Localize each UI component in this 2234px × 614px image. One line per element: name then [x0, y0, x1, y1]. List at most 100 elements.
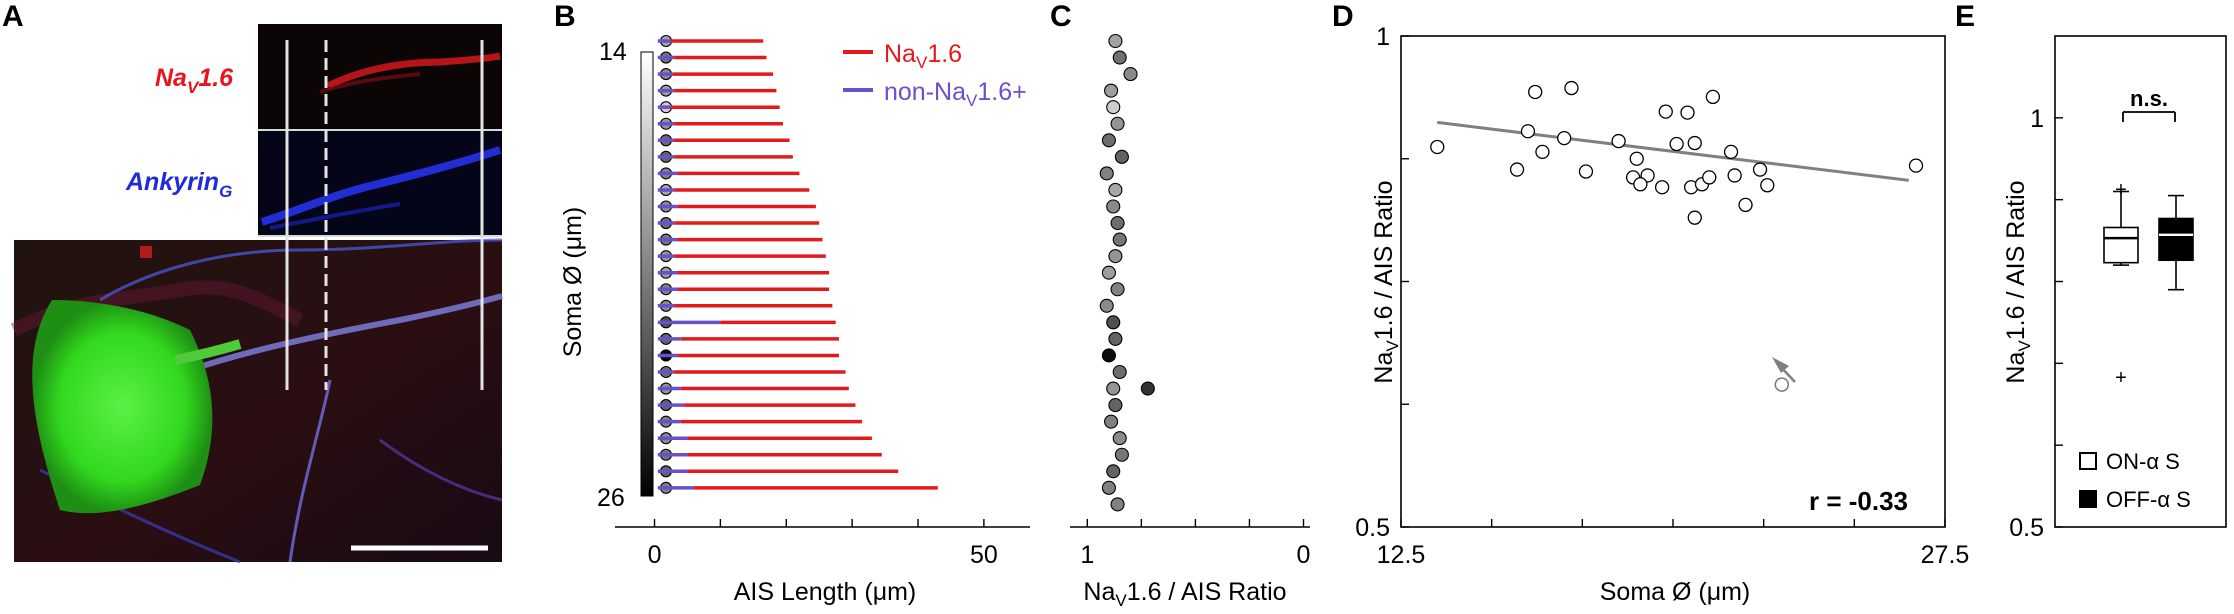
- ratio-dot: [1112, 364, 1127, 380]
- ratio-dot: [1110, 282, 1125, 297]
- panel-label-a: A: [2, 0, 24, 33]
- merged-ais-segment: [189, 293, 503, 373]
- soma-scale-top: 14: [599, 38, 627, 66]
- regression-line: [1437, 120, 1909, 182]
- ratio-dot: [1099, 298, 1114, 313]
- legend-non-rest: 1.6+: [977, 78, 1026, 106]
- c-x-label: NaV1.6 / AIS Ratio: [1083, 578, 1286, 610]
- d-y-label-sub: V: [1383, 340, 1402, 352]
- arrow-head: [1772, 357, 1789, 373]
- scatter-point: [1723, 144, 1739, 160]
- ratio-dot: [1106, 381, 1121, 396]
- scatter-point: [1669, 136, 1684, 152]
- ratio-dot: [1110, 116, 1125, 131]
- nav16-label-rest: 1.6: [198, 64, 234, 92]
- e-ticks: 10.5: [2009, 105, 2063, 542]
- ratio-dot: [1114, 149, 1129, 164]
- c-x-label-sub: V: [1115, 591, 1127, 610]
- scatter-point: [1705, 89, 1721, 105]
- d-x-tick-label: 27.5: [1921, 541, 1970, 569]
- legend-nav16-sub: V: [916, 53, 928, 72]
- nav16-label-sub: V: [187, 78, 200, 97]
- ratio-dot: [1101, 348, 1116, 363]
- ratio-dot: [1110, 216, 1125, 231]
- ratio-dot: [1112, 232, 1127, 247]
- d-y-label: NaV1.6 / AIS Ratio: [1370, 180, 1402, 383]
- e-legend: ON-α S OFF-α S: [2079, 449, 2191, 512]
- d-ticks: 12.5 27.5 1 0.5: [1355, 23, 1969, 569]
- outlier-arrow: [1772, 357, 1796, 383]
- ratio-dot: [1101, 133, 1116, 148]
- legend-non-nav-label: non-NaV1.6+: [884, 78, 1027, 110]
- c-x-label-main: Na: [1083, 578, 1115, 606]
- ankyrin-faint-signal: [269, 202, 401, 230]
- nav16-label-main: Na: [155, 64, 187, 92]
- scatter-point: [1687, 135, 1702, 151]
- d-y-tick-label: 1: [1376, 23, 1390, 51]
- scatter-point: [1702, 170, 1717, 185]
- ratio-dot: [1112, 50, 1127, 65]
- scatter-point: [1654, 180, 1670, 195]
- scatter-point: [1752, 162, 1768, 177]
- d-y-label-main: Na: [1370, 352, 1398, 384]
- c-x-tick-label: 1: [1080, 541, 1094, 569]
- legend-nav16-main: Na: [884, 40, 916, 68]
- ratio-dot: [1123, 67, 1138, 82]
- legend-non-main: non-Na: [884, 78, 966, 106]
- outlier-marker: +: [2115, 367, 2127, 389]
- correlation-text: r = -0.33: [1809, 486, 1908, 516]
- ratio-dot: [1099, 166, 1114, 181]
- ratio-dot: [1101, 480, 1116, 495]
- c-x-label-rest: 1.6 / AIS Ratio: [1127, 578, 1287, 606]
- nav16-faint-signal: [319, 72, 421, 94]
- e-y-tick-label: 1: [2030, 105, 2044, 133]
- b-x-tick-label: 0: [648, 541, 662, 569]
- panel-label-c: C: [1050, 0, 1072, 33]
- micrograph-panel: [10, 24, 503, 564]
- process-fiber: [288, 379, 332, 563]
- nav16-channel-label: NaV1.6: [155, 64, 234, 97]
- ratio-dot: [1108, 182, 1123, 197]
- significance-bracket: [2122, 111, 2176, 122]
- ratio-dot: [1110, 497, 1125, 512]
- ratio-dots: [1099, 33, 1155, 512]
- ratio-dot: [1106, 199, 1121, 214]
- scatter-point: [1658, 104, 1673, 119]
- scatter-point: [1633, 177, 1648, 192]
- legend-off-alpha-swatch: [2079, 490, 2097, 508]
- b-legend: NaV1.6 non-NaV1.6+: [843, 40, 1027, 110]
- e-y-label-rest: 1.6 / AIS Ratio: [2002, 180, 2030, 340]
- ratio-dot: [1106, 464, 1121, 479]
- nav16-ais-signal: [326, 52, 501, 90]
- d-y-tick-label: 0.5: [1355, 514, 1390, 542]
- legend-off-alpha-label: OFF-α S: [2106, 487, 2191, 512]
- scatter-point: [1629, 151, 1644, 166]
- b-x-label: AIS Length (μm): [734, 578, 917, 606]
- iqr-box: [2103, 226, 2139, 264]
- c-x-tick-label: 0: [1297, 541, 1311, 569]
- d-x-label: Soma Ø (μm): [1600, 578, 1751, 606]
- ratio-dot: [1108, 249, 1123, 264]
- e-y-tick-label: 0.5: [2009, 514, 2044, 542]
- soma-color-scale: [640, 51, 654, 497]
- ratio-dot: [1101, 265, 1116, 280]
- d-scatter-points: [1430, 80, 1924, 392]
- red-puncta: [140, 246, 152, 258]
- scatter-point: [1528, 84, 1543, 100]
- legend-on-alpha-swatch: [2079, 452, 2097, 470]
- scatter-point: [1520, 124, 1536, 139]
- soma-scale-bottom: 26: [597, 484, 625, 512]
- ratio-dot: [1108, 331, 1123, 346]
- ratio-dot: [1104, 414, 1119, 429]
- ratio-dot: [1108, 398, 1123, 413]
- d-plot-frame: [1400, 35, 1946, 528]
- panel-label-b: B: [554, 0, 576, 33]
- iqr-box: [2158, 217, 2194, 262]
- significance-label: n.s.: [2130, 86, 2168, 111]
- scatter-point: [1760, 178, 1775, 193]
- legend-nav16-label: NaV1.6: [884, 40, 962, 72]
- scatter-point: [1727, 168, 1742, 183]
- ratio-dot: [1108, 33, 1123, 49]
